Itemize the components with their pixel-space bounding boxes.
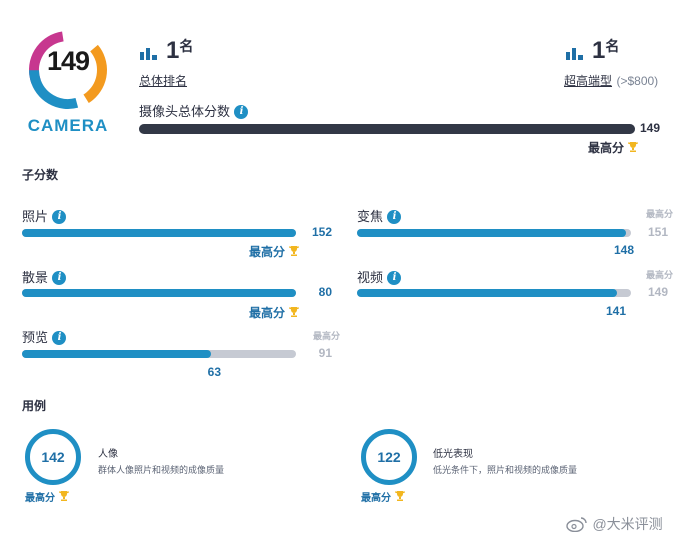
- usecase-score-circle: 142: [25, 429, 81, 485]
- subscore-fill: [22, 350, 212, 358]
- subscore-label: 预览: [22, 330, 49, 345]
- subscore-max-value: 151: [647, 225, 668, 239]
- logo-score: 149: [46, 46, 90, 76]
- info-icon[interactable]: i: [52, 209, 67, 224]
- subscore-bar: [357, 289, 631, 297]
- segment-rank-number: 1: [592, 37, 606, 64]
- subscore-bar: [357, 229, 631, 237]
- trophy-icon: [395, 491, 405, 501]
- subscore-label: 照片: [22, 209, 49, 224]
- segment-rank: 1名: [592, 36, 619, 65]
- subscore-value: 80: [318, 285, 332, 299]
- rank-bars-icon: [566, 48, 583, 60]
- overall-score-fill: [139, 124, 635, 134]
- subscore-max-label: 最高分: [645, 270, 673, 280]
- subscore-best: 最高分: [249, 243, 300, 260]
- usecase-desc: 群体人像照片和视频的成像质量: [98, 465, 225, 475]
- segment-rank-price: (>$800): [616, 74, 659, 88]
- weibo-icon: [566, 517, 587, 533]
- trophy-icon: [289, 246, 300, 256]
- info-icon[interactable]: i: [52, 270, 67, 285]
- usecase-best: 最高分: [361, 489, 406, 504]
- subscore-label: 变焦: [357, 209, 384, 224]
- segment-rank-row: 超高端型 (>$800): [564, 72, 658, 90]
- overall-rank-number: 1: [166, 37, 180, 64]
- subscore-label-row: 变焦 i: [357, 206, 402, 226]
- overall-score-value: 149: [640, 121, 661, 135]
- usecases-title: 用例: [22, 399, 47, 413]
- subscore-label: 视频: [357, 270, 384, 285]
- info-icon[interactable]: i: [234, 104, 249, 119]
- rank-bars-icon: [140, 48, 157, 60]
- info-icon[interactable]: i: [387, 270, 402, 285]
- subscore-label-row: 视频 i: [357, 267, 402, 287]
- subscore-fill: [357, 289, 618, 297]
- subscore-bar: [22, 289, 296, 297]
- best-label: 最高分: [25, 493, 55, 504]
- camera-score-logo: 149 CAMERA: [20, 28, 116, 138]
- overall-rank-unit: 名: [179, 38, 194, 54]
- best-label: 最高分: [588, 141, 625, 155]
- subscore-bar: [22, 229, 296, 237]
- best-label: 最高分: [361, 493, 391, 504]
- score-ring-icon: [29, 31, 107, 109]
- subscore-label: 散景: [22, 270, 49, 285]
- subscore-value: 63: [207, 365, 221, 379]
- logo-word: CAMERA: [27, 116, 109, 135]
- subscore-value: 152: [311, 225, 332, 239]
- weibo-watermark: @大米评测: [566, 514, 663, 534]
- subscore-max-label: 最高分: [645, 209, 673, 219]
- overall-score-bar: [139, 124, 635, 134]
- overall-best: 最高分: [588, 139, 639, 156]
- usecase-score-circle: 122: [361, 429, 417, 485]
- usecase-title: 低光表现: [433, 449, 473, 460]
- subscore-label-row: 预览 i: [22, 327, 67, 347]
- segment-rank-unit: 名: [605, 38, 620, 54]
- overall-rank: 1名: [166, 36, 193, 65]
- usecase-desc: 低光条件下，照片和视频的成像质量: [433, 465, 578, 475]
- subscore-fill: [22, 289, 296, 297]
- subscore-value: 141: [605, 304, 626, 318]
- subscore-label-row: 照片 i: [22, 206, 67, 226]
- info-icon[interactable]: i: [52, 330, 67, 345]
- subscores-title: 子分数: [22, 168, 59, 182]
- subscore-max-value: 91: [318, 346, 332, 360]
- trophy-icon: [289, 307, 300, 317]
- subscore-max-label: 最高分: [312, 331, 340, 341]
- subscore-fill: [22, 229, 296, 237]
- overall-score-label: 摄像头总体分数: [139, 104, 231, 119]
- best-label: 最高分: [249, 306, 286, 320]
- subscore-bar: [22, 350, 296, 358]
- trophy-icon: [628, 142, 639, 152]
- usecase-title: 人像: [98, 449, 118, 460]
- subscore-best: 最高分: [249, 304, 300, 321]
- overall-rank-link[interactable]: 总体排名: [139, 74, 188, 88]
- subscore-max-value: 149: [647, 285, 668, 299]
- best-label: 最高分: [249, 245, 286, 259]
- subscore-value: 148: [613, 243, 634, 257]
- subscore-label-row: 散景 i: [22, 267, 67, 287]
- trophy-icon: [59, 491, 69, 501]
- info-icon[interactable]: i: [387, 209, 402, 224]
- usecase-best: 最高分: [25, 489, 70, 504]
- segment-rank-link[interactable]: 超高端型: [564, 74, 613, 88]
- subscore-fill: [357, 229, 626, 237]
- watermark-text: @大米评测: [592, 516, 663, 532]
- overall-score-label-row: 摄像头总体分数 i: [139, 101, 249, 121]
